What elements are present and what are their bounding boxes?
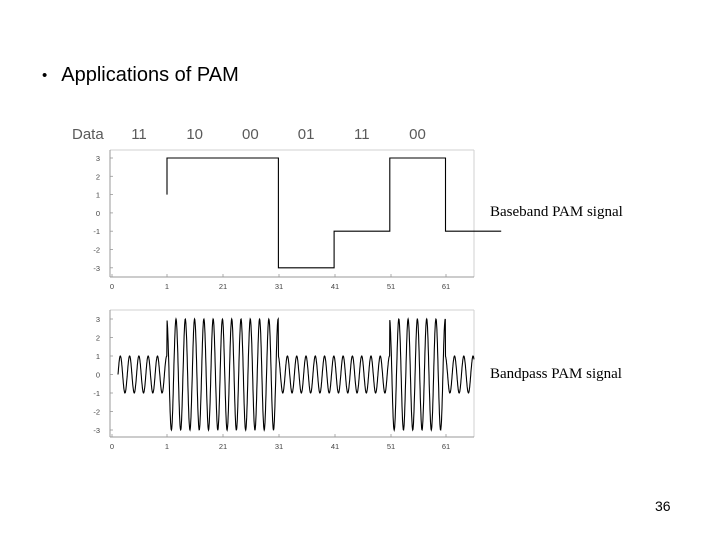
data-symbol-1: 10: [186, 126, 203, 143]
y-tick-label: 0: [96, 209, 100, 218]
x-tick-label: 61: [442, 442, 450, 451]
x-tick-label: 61: [442, 282, 450, 291]
data-symbol-0: 11: [131, 126, 147, 143]
data-symbol-5: 00: [409, 126, 426, 143]
x-tick-label: 21: [219, 282, 227, 291]
data-symbol-3: 01: [298, 126, 315, 143]
y-tick-label: -1: [93, 389, 100, 398]
slide-title: Applications of PAM: [61, 64, 239, 86]
bullet-dot: •: [42, 67, 48, 84]
y-tick-label: 2: [96, 334, 100, 343]
y-tick-label: 3: [96, 315, 100, 324]
y-tick-label: 1: [96, 191, 100, 200]
y-tick-label: -1: [93, 227, 100, 236]
bandpass-y-ticks: 3 2 1 0 -1 -2 -3: [93, 315, 113, 435]
y-tick-label: 3: [96, 154, 100, 163]
y-tick-label: 2: [96, 172, 100, 181]
data-symbols: 11 10 00 01 11 00: [131, 126, 426, 143]
slide-number: 36: [655, 498, 671, 514]
x-tick-label: 31: [275, 442, 283, 451]
x-tick-label: 21: [219, 442, 227, 451]
x-tick-label: 51: [387, 282, 395, 291]
y-tick-label: 0: [96, 371, 100, 380]
x-tick-label: 41: [331, 282, 339, 291]
x-tick-label: 0: [110, 282, 114, 291]
x-tick-label: 31: [275, 282, 283, 291]
bandpass-signal-trace: [117, 317, 475, 432]
baseband-y-ticks: 3 2 1 0 -1 -2 -3: [93, 154, 113, 273]
baseband-label: Baseband PAM signal: [490, 204, 623, 220]
data-symbol-2: 00: [242, 126, 259, 143]
x-tick-label: 51: [387, 442, 395, 451]
data-symbol-4: 11: [354, 126, 370, 143]
y-tick-label: -2: [93, 246, 100, 255]
bandpass-x-ticks: 0 1 21 31 41 51 61: [110, 434, 450, 451]
x-tick-label: 41: [331, 442, 339, 451]
data-heading: Data: [72, 126, 104, 143]
x-tick-label: 0: [110, 442, 114, 451]
y-tick-label: -2: [93, 408, 100, 417]
y-tick-label: 1: [96, 352, 100, 361]
baseband-signal-trace: [166, 157, 502, 269]
x-tick-label: 1: [165, 282, 169, 291]
x-tick-label: 1: [165, 442, 169, 451]
y-tick-label: -3: [93, 264, 100, 273]
bullet-item: • Applications of PAM: [42, 64, 239, 87]
baseband-x-ticks: 0 1 21 31 41 51 61: [110, 274, 450, 291]
y-tick-label: -3: [93, 426, 100, 435]
bandpass-label: Bandpass PAM signal: [490, 366, 622, 382]
